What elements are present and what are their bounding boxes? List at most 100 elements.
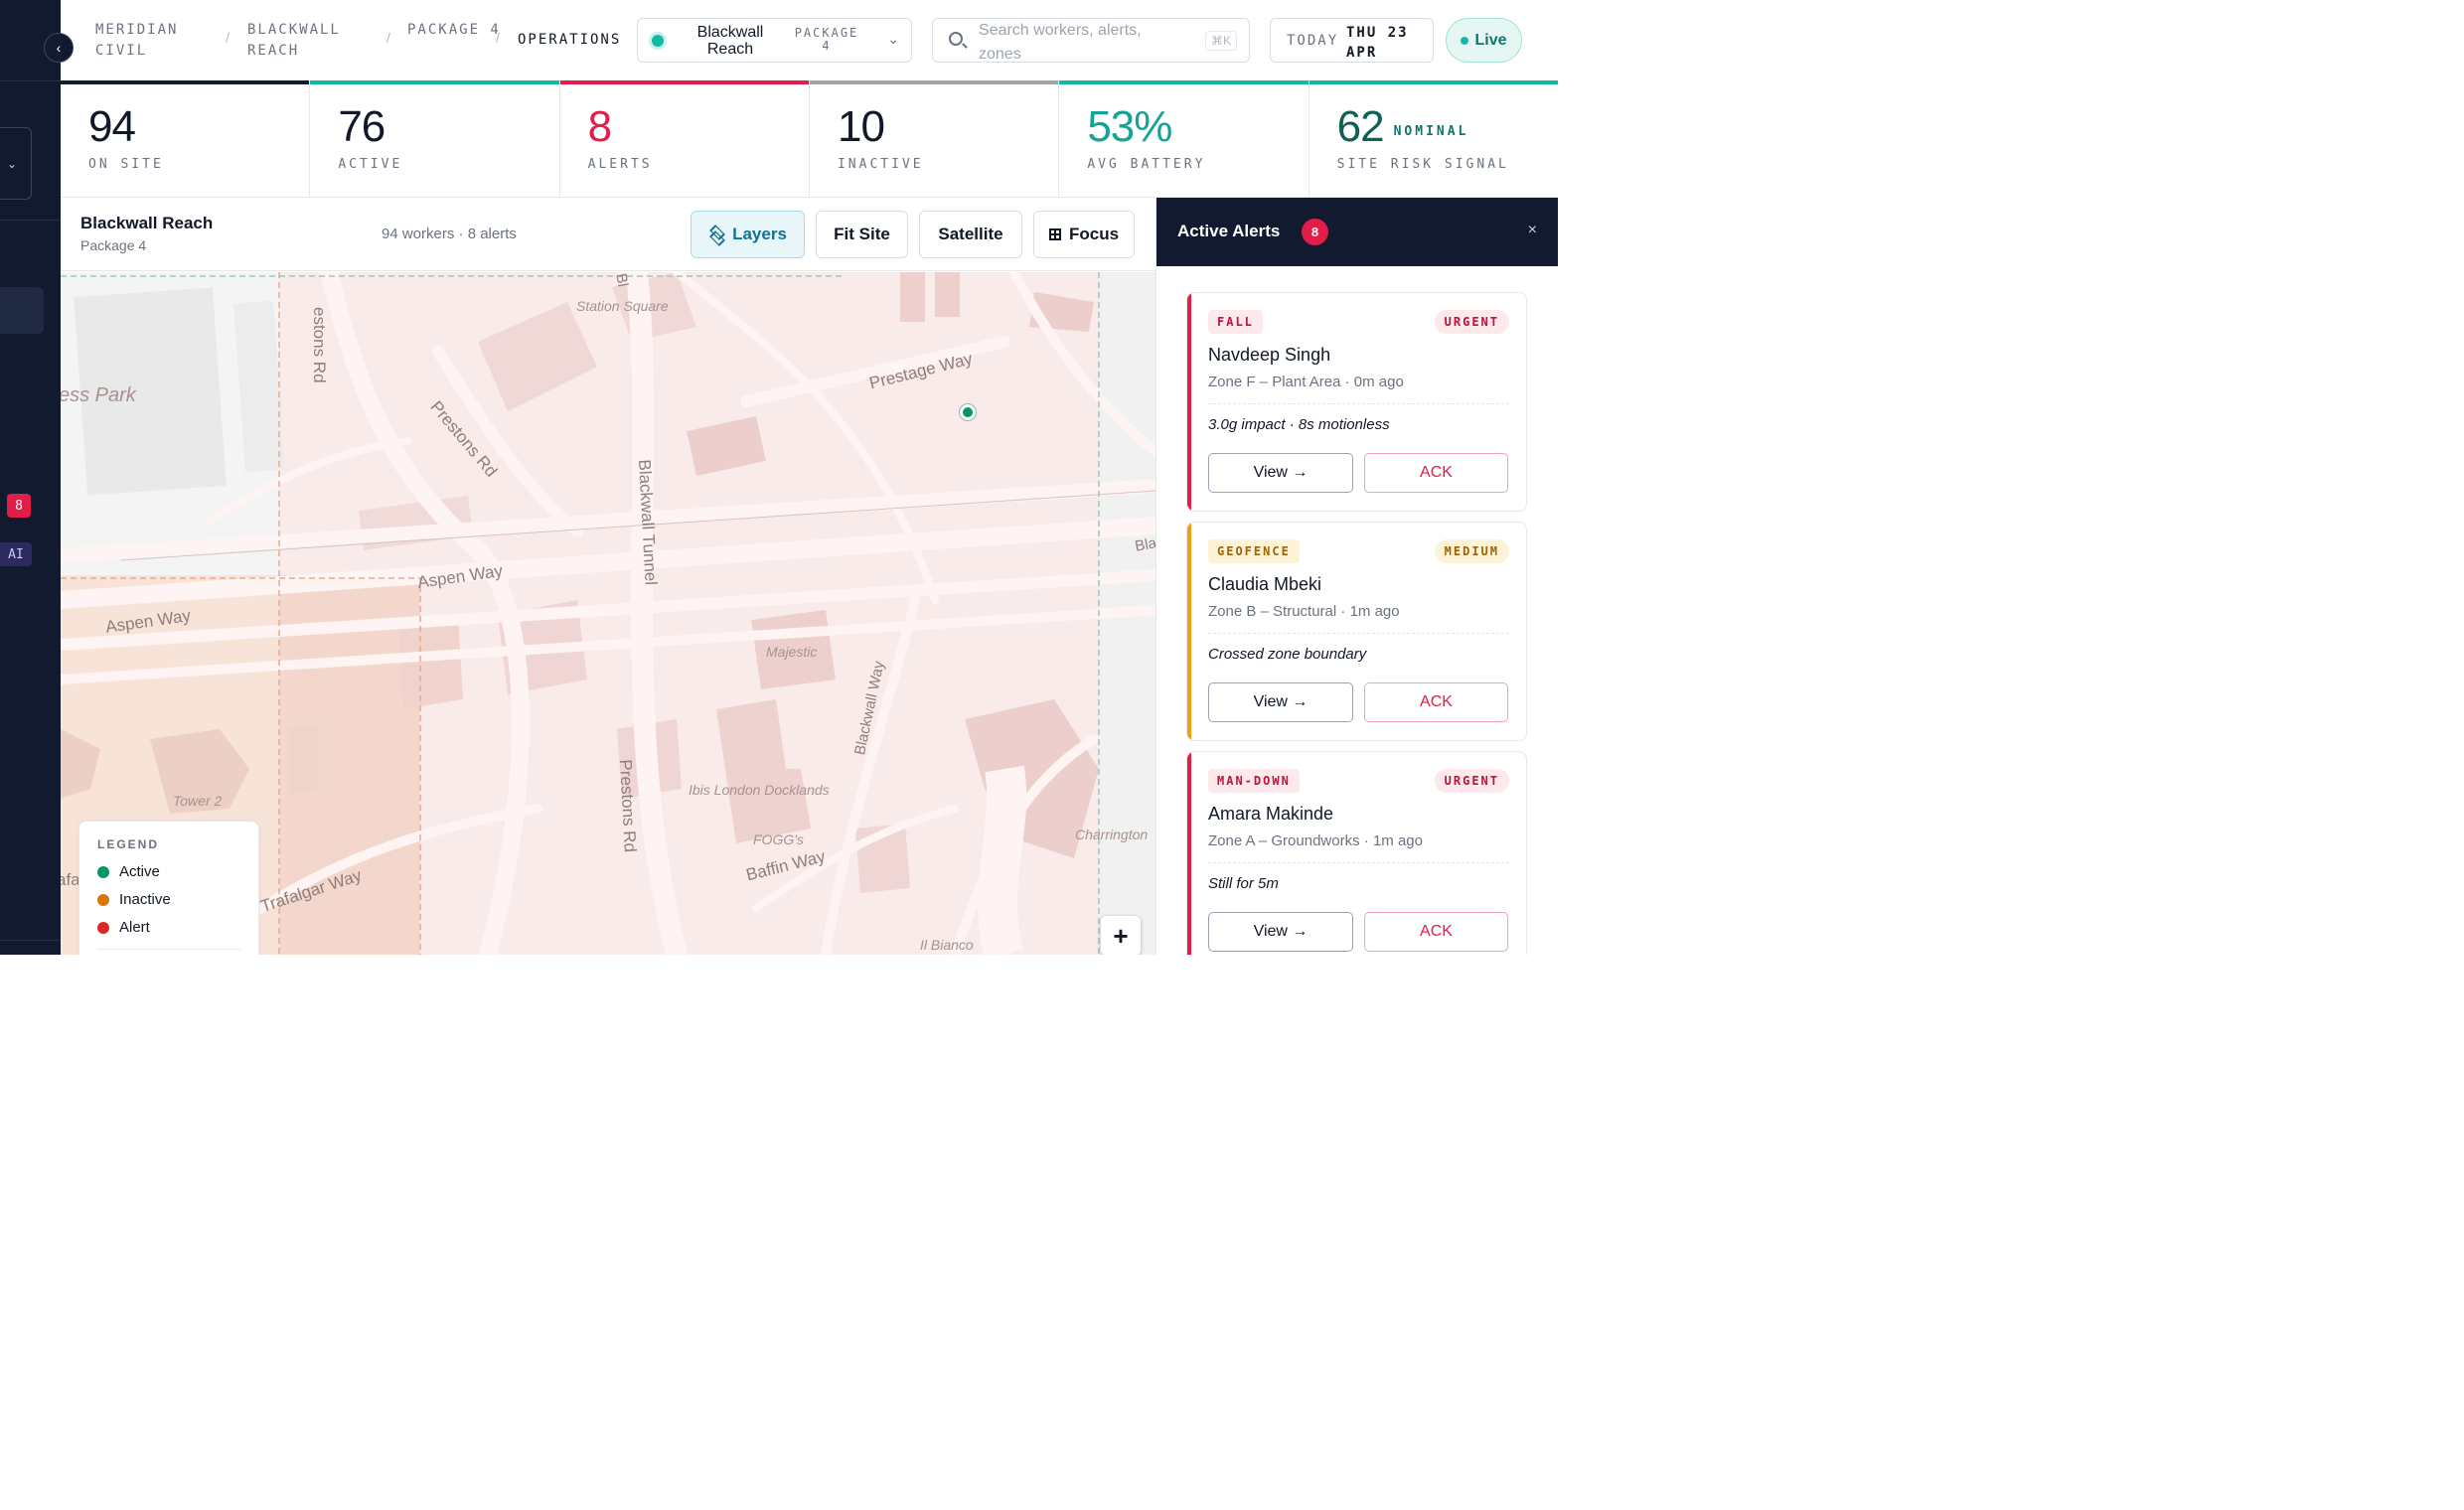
kpi-tile[interactable]: 53% AVG BATTERY (1059, 80, 1309, 197)
chevron-down-icon: ⌄ (887, 31, 899, 47)
legend-item-inactive: Inactive (97, 891, 171, 908)
legend-label: Alert (119, 919, 150, 936)
legend-title: LEGEND (97, 837, 160, 851)
alert-worker-name: Claudia Mbeki (1208, 574, 1322, 594)
kpi-label: ACTIVE (338, 157, 403, 172)
kpi-value: 62 NOMINAL (1336, 102, 1469, 151)
breadcrumb-separator: / (386, 30, 390, 46)
kpi-label: ALERTS (587, 157, 653, 172)
sidebar-select[interactable]: ⌄ (0, 127, 32, 200)
ack-alert-button[interactable]: ACK (1364, 912, 1508, 952)
view-alert-button[interactable]: View → (1208, 453, 1353, 493)
date-value: THU 23 APR (1346, 25, 1409, 61)
map-place-label: ess Park (61, 384, 136, 406)
kpi-tile[interactable]: 76 ACTIVE (310, 80, 560, 197)
grid-icon (1048, 228, 1061, 240)
sidebar: ⌄ 8 AI (0, 0, 61, 955)
breadcrumb-site[interactable]: BLACKWALL REACH (247, 22, 341, 59)
breadcrumb-separator: / (496, 30, 500, 46)
meta-separator: · (1336, 603, 1350, 620)
alert-divider (1208, 633, 1509, 634)
satellite-button[interactable]: Satellite (919, 211, 1022, 258)
sidebar-item-active[interactable] (0, 287, 44, 334)
chevron-left-icon: ‹ (56, 40, 62, 56)
kpi-tile[interactable]: 10 INACTIVE (809, 80, 1060, 197)
map-place-label: Majestic (766, 644, 818, 660)
alert-priority-badge: URGENT (1434, 310, 1509, 334)
kpi-label: INACTIVE (837, 157, 924, 172)
alert-severity-stripe (1187, 293, 1191, 511)
search-shortcut: ⌘K (1204, 31, 1237, 51)
focus-button[interactable]: Focus (1033, 211, 1135, 258)
kpi-accent-bar (310, 80, 559, 84)
sidebar-collapse-button[interactable]: ‹ (44, 33, 74, 63)
kpi-tile[interactable]: 8 ALERTS (559, 80, 810, 197)
map-summary: 94 workers · 8 alerts (382, 226, 517, 242)
fit-site-button[interactable]: Fit Site (816, 211, 908, 258)
map-toolbar: Blackwall Reach Package 4 94 workers · 8… (61, 198, 1155, 271)
zoom-in-button[interactable]: + (1101, 916, 1141, 955)
map-road-label: estons Rd (310, 307, 329, 383)
close-icon[interactable]: × (1527, 222, 1537, 238)
view-alert-button[interactable]: View → (1208, 682, 1353, 722)
kpi-value: 8 (587, 102, 613, 151)
alert-divider (1208, 403, 1509, 404)
live-dot-icon (1461, 36, 1469, 45)
ack-alert-button[interactable]: ACK (1364, 453, 1508, 493)
map-road-label: Bla (1134, 534, 1155, 555)
sidebar-divider (0, 80, 61, 81)
alerts-panel: Active Alerts 8 × FALL URGENT Navdeep Sing… (1155, 198, 1558, 955)
alert-time: 1m ago (1372, 832, 1423, 849)
search-input[interactable]: Search workers, alerts, zones (979, 22, 1142, 63)
alert-type-tag: GEOFENCE (1208, 539, 1300, 563)
map-place-label: Tower 2 (173, 793, 223, 809)
worker-marker[interactable] (960, 404, 976, 420)
breadcrumb-current: OPERATIONS (518, 32, 622, 48)
ack-alert-button[interactable]: ACK (1364, 682, 1508, 722)
legend-label: Active (119, 863, 160, 880)
live-toggle[interactable]: Live (1446, 18, 1522, 63)
kpi-label: ON SITE (88, 157, 164, 172)
alert-meta: Zone A – Groundworks · 1m ago (1208, 832, 1423, 849)
kpi-value: 94 (88, 102, 136, 151)
alert-card[interactable]: MAN-DOWN URGENT Amara Makinde Zone A – Grou… (1186, 751, 1527, 955)
sidebar-alert-badge[interactable]: 8 (7, 494, 31, 518)
alert-time: 1m ago (1349, 603, 1400, 620)
sidebar-divider (0, 940, 61, 941)
site-map[interactable]: Station Square ess Park Majestic Ibis Lo… (61, 272, 1155, 955)
sidebar-ai-button[interactable]: AI (0, 542, 32, 566)
kpi-tile[interactable]: 94 ON SITE (61, 80, 311, 197)
breadcrumb-package[interactable]: PACKAGE 4 (407, 22, 501, 38)
kpi-accent-bar (559, 80, 809, 84)
alert-priority-badge: MEDIUM (1434, 539, 1509, 563)
top-header: MERIDIAN CIVIL / BLACKWALL REACH / PACKA… (61, 0, 1558, 81)
fit-site-label: Fit Site (834, 225, 890, 243)
site-selector[interactable]: Blackwall Reach PACKAGE 4 ⌄ (637, 18, 912, 63)
kpi-label: AVG BATTERY (1087, 157, 1206, 172)
breadcrumb-org[interactable]: MERIDIAN CIVIL (95, 22, 179, 59)
alert-card[interactable]: GEOFENCE MEDIUM Claudia Mbeki Zone B – Stru… (1186, 522, 1527, 741)
legend-divider (97, 949, 240, 950)
focus-label: Focus (1068, 225, 1120, 243)
date-picker[interactable]: TODAY THU 23 APR (1270, 18, 1434, 63)
kpi-value: 76 (338, 102, 385, 151)
alert-description: Still for 5m (1208, 875, 1279, 892)
search-bar[interactable]: Search workers, alerts, zones ⌘K (932, 18, 1250, 63)
alert-card[interactable]: FALL URGENT Navdeep Singh Zone F – Plant Ar… (1186, 292, 1527, 512)
kpi-accent-bar (1059, 80, 1309, 84)
alerts-header: Active Alerts 8 × (1156, 198, 1558, 266)
view-alert-button[interactable]: View → (1208, 912, 1353, 952)
alert-worker-name: Navdeep Singh (1208, 345, 1331, 365)
live-label: Live (1474, 31, 1507, 49)
alerts-title: Active Alerts (1177, 222, 1281, 240)
alert-type-tag: FALL (1208, 310, 1263, 334)
kpi-tile[interactable]: 62 NOMINAL SITE RISK SIGNAL (1309, 80, 1558, 197)
meta-separator: · (1359, 832, 1373, 849)
kpi-accent-bar (809, 80, 1059, 84)
kpi-accent-bar (1309, 80, 1558, 84)
alert-severity-stripe (1187, 752, 1191, 955)
layers-button[interactable]: Layers (691, 211, 805, 258)
kpi-row: 94 ON SITE 76 ACTIVE 8 ALERTS 10 INACTIVE 53% AVG… (61, 80, 1558, 198)
alert-severity-stripe (1187, 523, 1191, 740)
kpi-accent-bar (61, 80, 310, 84)
